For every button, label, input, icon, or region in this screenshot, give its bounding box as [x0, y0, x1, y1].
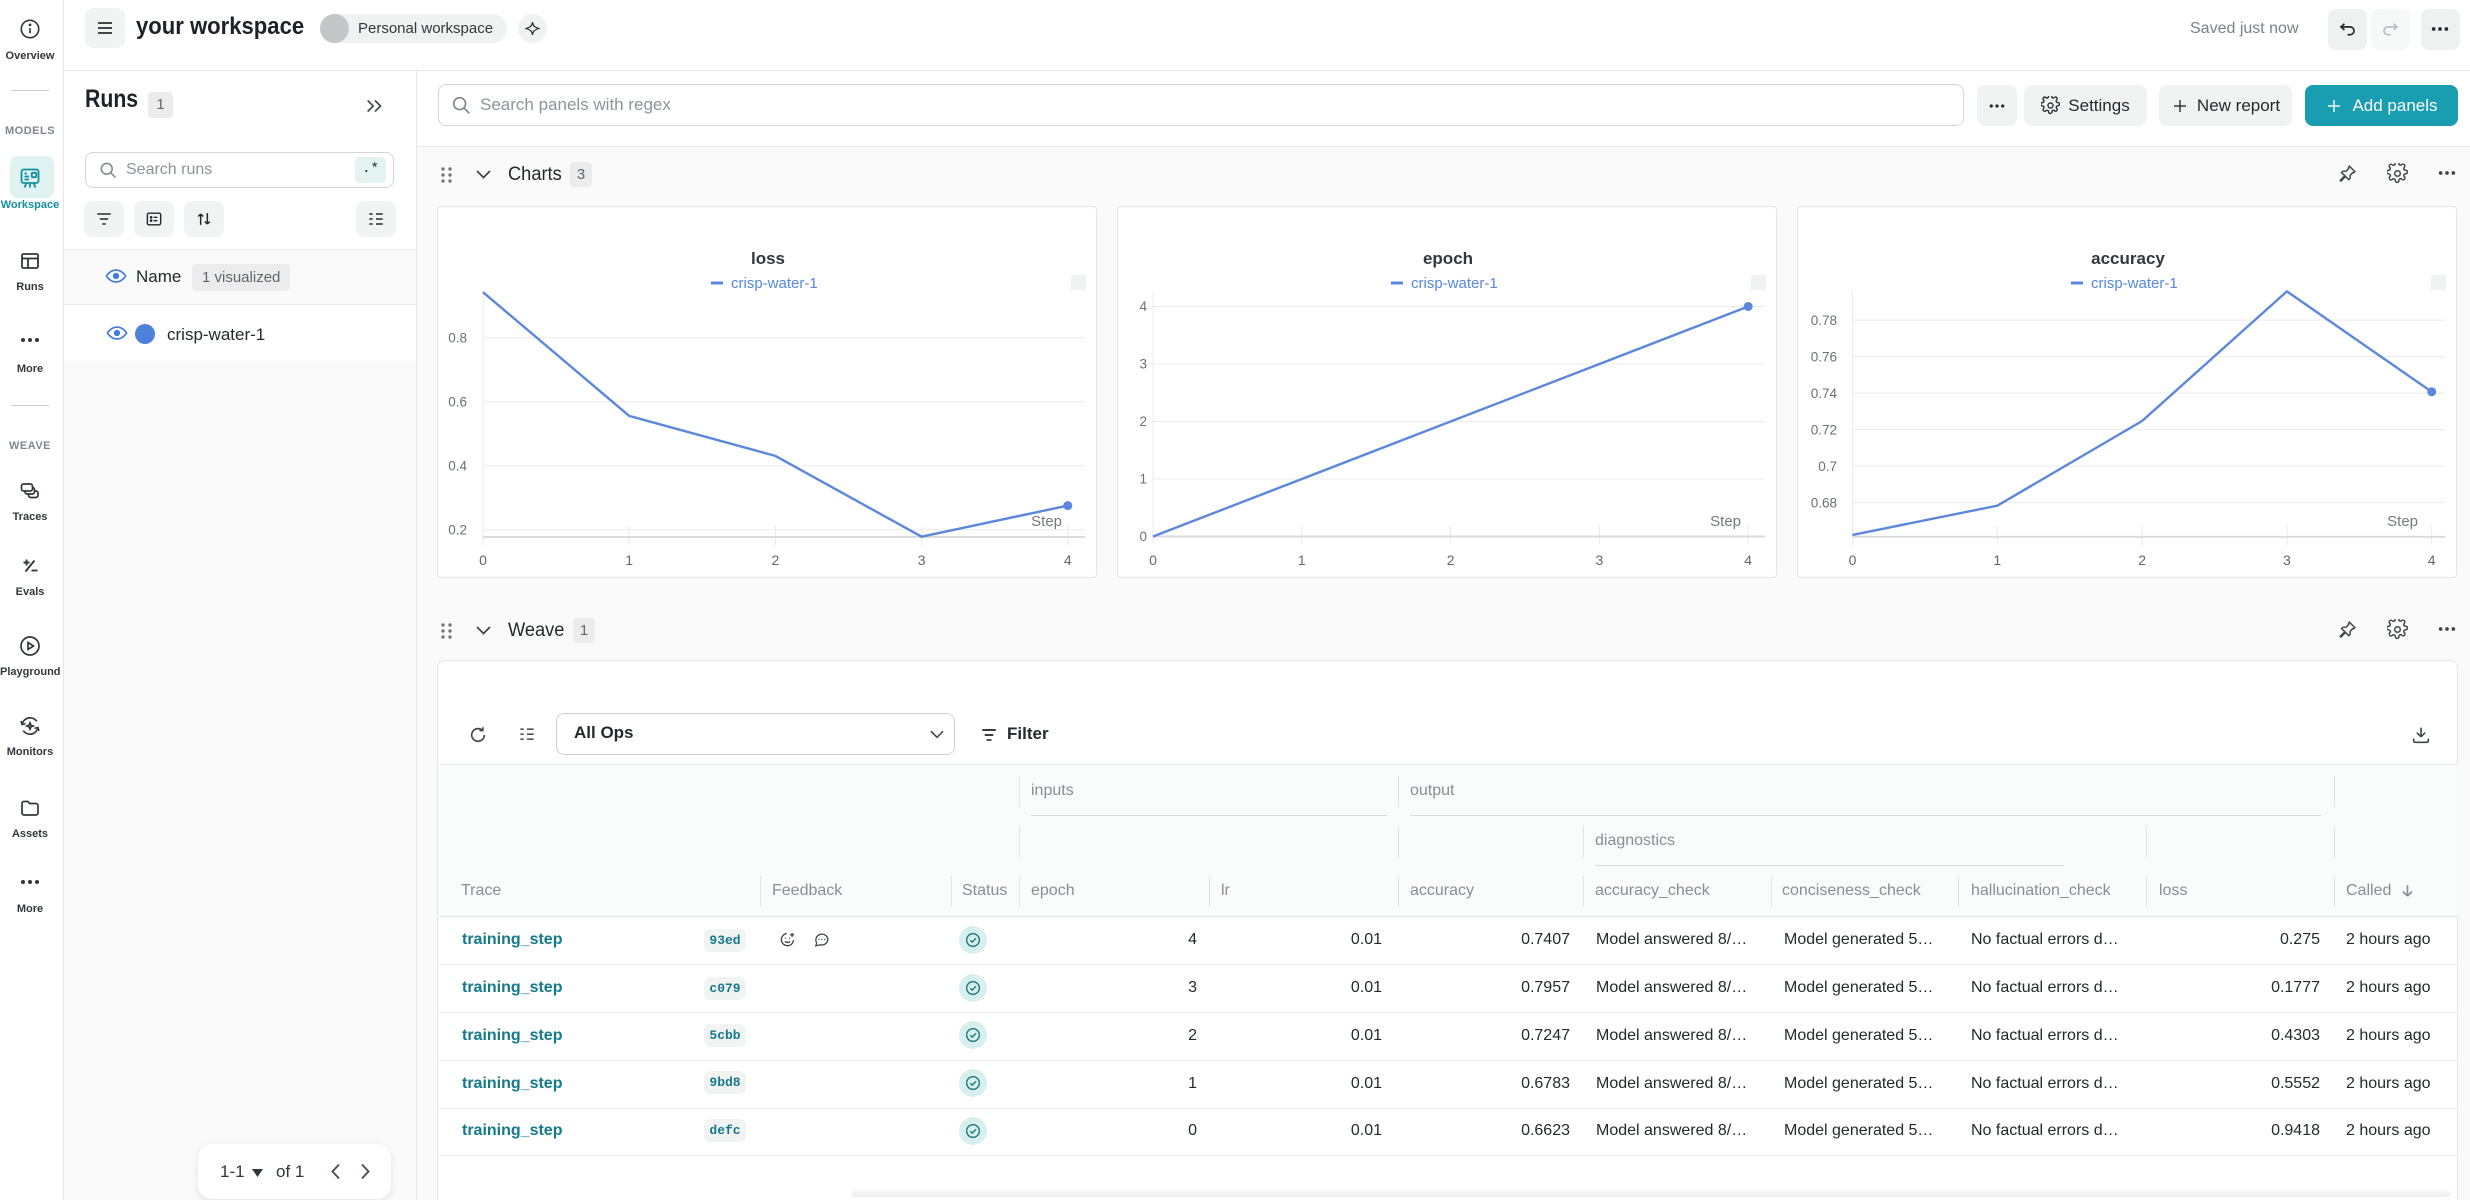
svg-text:0.6: 0.6: [448, 394, 467, 409]
svg-text:0: 0: [1139, 529, 1147, 544]
svg-text:1: 1: [625, 552, 633, 568]
svg-text:0: 0: [1849, 552, 1857, 568]
svg-text:3: 3: [918, 552, 926, 568]
svg-text:2: 2: [772, 552, 780, 568]
svg-text:1: 1: [1993, 552, 2001, 568]
svg-text:Step: Step: [2387, 513, 2418, 530]
svg-text:2: 2: [1139, 414, 1147, 429]
svg-text:4: 4: [1064, 552, 1072, 568]
svg-text:0.4: 0.4: [448, 458, 467, 473]
svg-text:2: 2: [1447, 552, 1455, 568]
svg-text:2: 2: [2138, 552, 2146, 568]
svg-text:4: 4: [1744, 552, 1752, 568]
svg-text:3: 3: [1139, 357, 1147, 372]
svg-text:0.2: 0.2: [448, 522, 467, 537]
svg-text:crisp-water-1: crisp-water-1: [1411, 275, 1498, 292]
svg-text:accuracy: accuracy: [2091, 249, 2165, 268]
svg-text:Step: Step: [1031, 513, 1062, 530]
svg-text:1: 1: [1298, 552, 1306, 568]
svg-text:loss: loss: [751, 249, 785, 268]
svg-text:0.76: 0.76: [1811, 349, 1837, 364]
svg-text:Step: Step: [1710, 513, 1741, 530]
svg-text:4: 4: [1139, 299, 1147, 314]
svg-text:0.68: 0.68: [1811, 495, 1837, 510]
svg-text:0.72: 0.72: [1811, 422, 1837, 437]
svg-text:crisp-water-1: crisp-water-1: [731, 275, 818, 292]
svg-text:0.7: 0.7: [1818, 459, 1837, 474]
svg-text:crisp-water-1: crisp-water-1: [2091, 275, 2178, 292]
svg-text:0: 0: [479, 552, 487, 568]
svg-text:0.74: 0.74: [1811, 386, 1838, 401]
svg-text:3: 3: [2283, 552, 2291, 568]
svg-text:4: 4: [2428, 552, 2436, 568]
svg-text:epoch: epoch: [1423, 249, 1473, 268]
svg-text:0.8: 0.8: [448, 330, 467, 345]
svg-text:1: 1: [1139, 472, 1147, 487]
svg-text:0: 0: [1149, 552, 1157, 568]
svg-text:3: 3: [1596, 552, 1604, 568]
svg-text:0.78: 0.78: [1811, 313, 1837, 328]
